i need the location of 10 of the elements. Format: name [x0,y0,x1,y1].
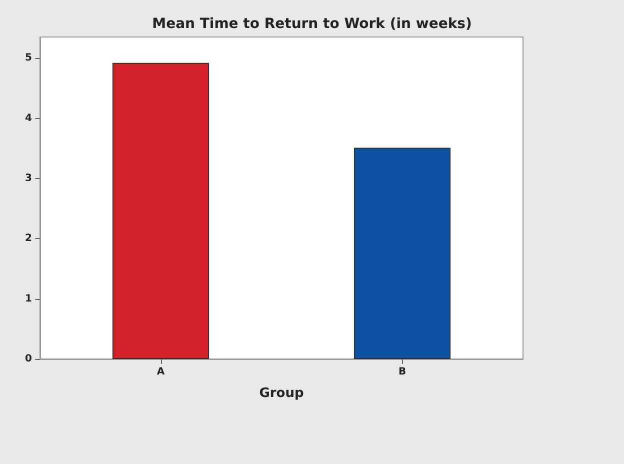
x-tick-label: B [398,366,406,378]
y-tick-label: 0 [25,354,32,364]
y-tick-label: 4 [25,112,32,124]
x-tick-label: A [156,366,165,378]
y-tick-label: 2 [25,233,32,244]
x-axis-title: Group [259,386,304,401]
y-tick-label: 5 [25,52,32,64]
chart-title: Mean Time to Return to Work (in weeks) [152,16,472,32]
y-tick-label: 3 [25,172,32,184]
y-tick-label: 1 [25,293,32,304]
